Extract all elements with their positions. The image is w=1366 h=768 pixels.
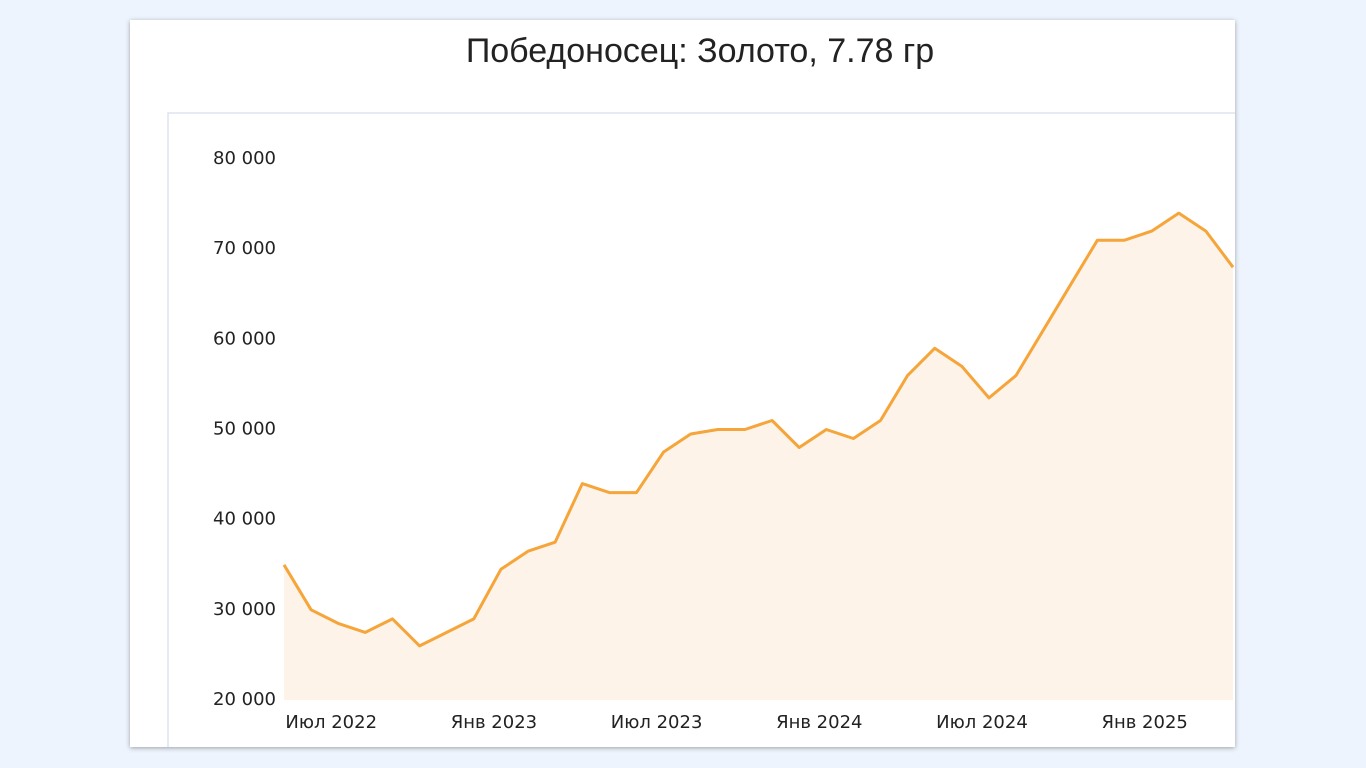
y-tick-label: 50 000 [213,419,276,440]
x-tick-label: Янв 2025 [1101,712,1187,733]
line [282,211,1235,648]
x-tick-label: Июл 2024 [936,712,1028,733]
y-tick-label: 60 000 [213,328,276,349]
x-tick-label: Янв 2024 [776,712,862,733]
y-tick-label: 70 000 [213,238,276,259]
panel-border [167,112,1235,747]
y-tick-label: 30 000 [213,599,276,620]
x-tick-label: Июл 2022 [285,712,377,733]
y-tick-label: 20 000 [213,689,276,710]
y-tick-label: 80 000 [213,148,276,169]
y-tick-label: 40 000 [213,509,276,530]
area [284,213,1233,700]
x-tick-label: Июл 2023 [611,712,703,733]
chart-title: Победоносец: Золото, 7.78 гр [466,32,934,70]
x-tick-label: Янв 2023 [451,712,537,733]
